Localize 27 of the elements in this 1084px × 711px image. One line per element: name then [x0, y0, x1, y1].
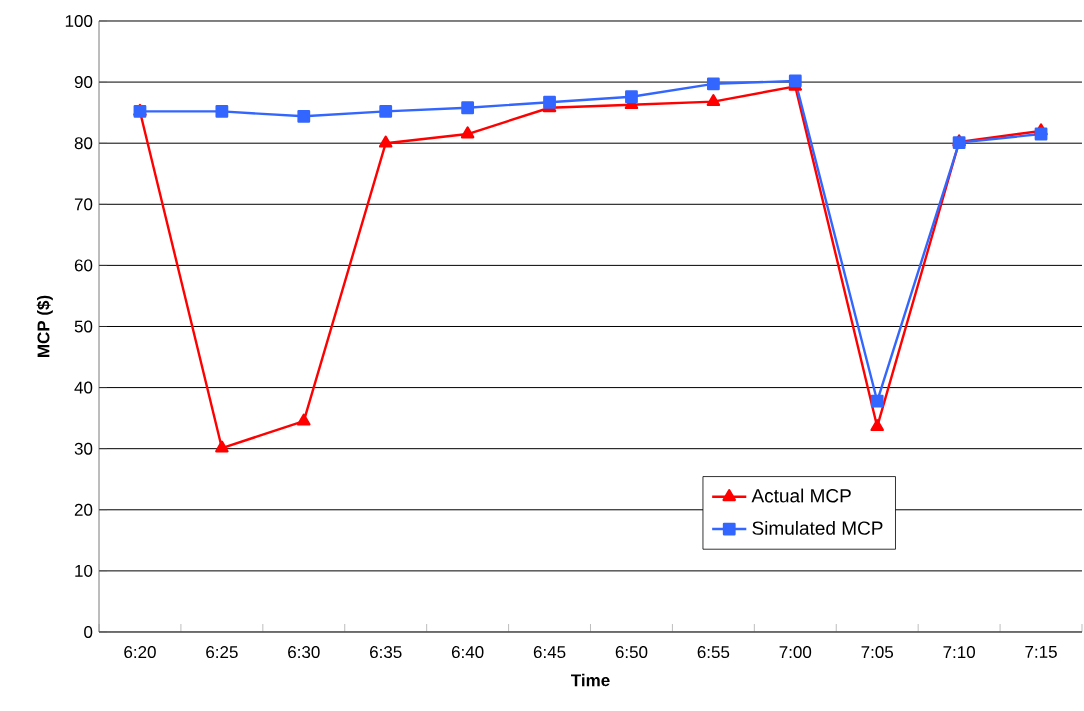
- y-tick-label: 70: [74, 198, 93, 211]
- x-tick-label: 7:00: [779, 646, 812, 659]
- y-axis-title: MCP ($): [36, 295, 53, 357]
- legend-label: Actual MCP: [751, 488, 851, 503]
- x-tick-label: 6:30: [288, 646, 320, 659]
- x-tick-label: 7:15: [1025, 646, 1057, 658]
- x-tick-label: 6:55: [697, 646, 730, 659]
- y-tick-label: 60: [74, 259, 93, 272]
- y-tick-label: 90: [74, 76, 93, 89]
- x-axis-title: Time: [571, 673, 610, 687]
- x-tick-label: 6:25: [206, 646, 238, 659]
- x-tick-label: 6:40: [451, 646, 484, 659]
- x-tick-label: 6:20: [124, 646, 156, 659]
- x-tick-label: 6:35: [370, 646, 402, 659]
- x-tick-label: 7:05: [861, 646, 894, 659]
- x-tick-label: 7:10: [943, 646, 975, 659]
- y-tick-label: 80: [74, 137, 93, 150]
- y-tick-label: 30: [74, 442, 93, 455]
- y-tick-label: 40: [74, 381, 93, 394]
- y-tick-label: 20: [74, 503, 93, 516]
- legend-label: Simulated MCP: [752, 520, 883, 535]
- x-tick-label: 6:45: [533, 646, 566, 659]
- y-tick-label: 100: [65, 14, 93, 27]
- y-tick-label: 10: [75, 564, 93, 577]
- y-tick-label: 50: [74, 320, 93, 333]
- y-tick-label: 0: [84, 625, 93, 638]
- x-tick-label: 6:50: [615, 646, 648, 659]
